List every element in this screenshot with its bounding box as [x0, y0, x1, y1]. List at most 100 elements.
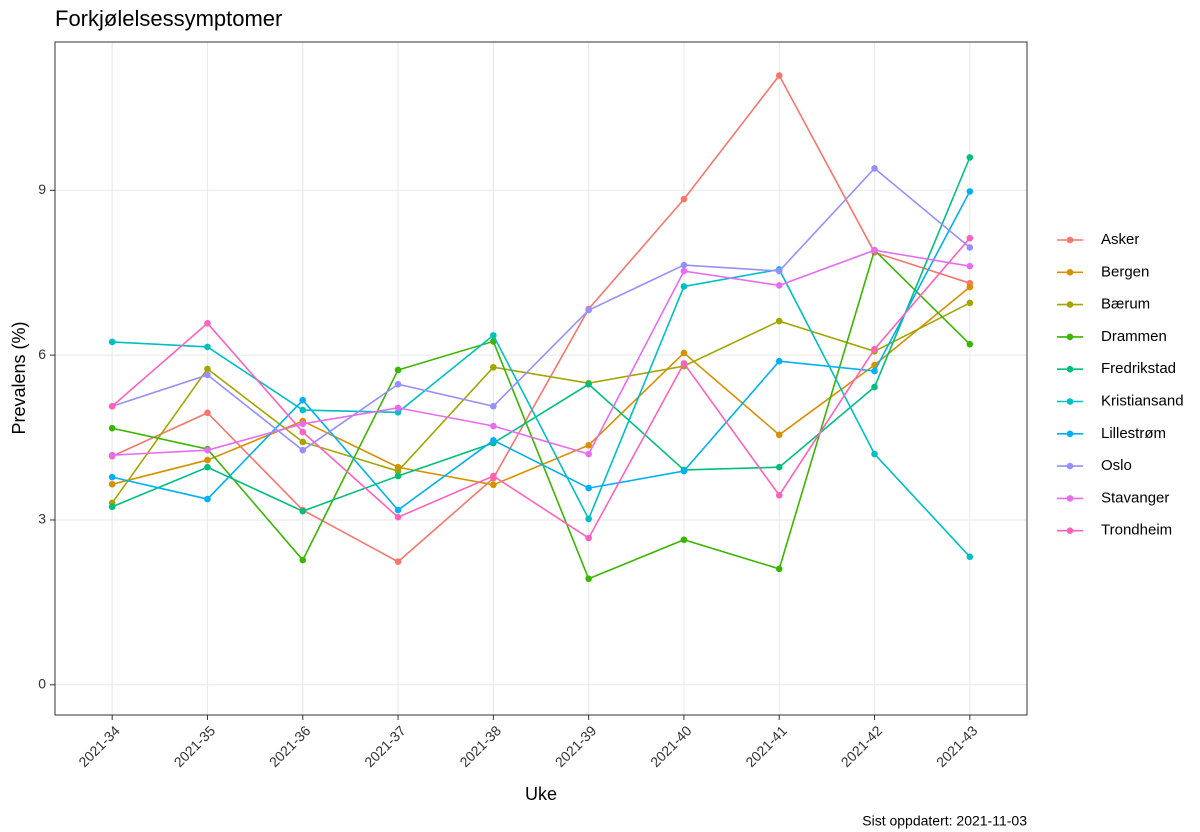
data-point [204, 495, 211, 503]
data-point [775, 357, 783, 365]
legend-label: Stavanger [1101, 489, 1169, 506]
legend-label: Bergen [1101, 263, 1149, 280]
data-point [680, 349, 688, 357]
legend-key-point [1066, 462, 1074, 470]
data-point [871, 383, 878, 391]
data-point [204, 365, 211, 373]
data-point [394, 558, 402, 566]
x-tick-label: 2021-34 [75, 722, 123, 770]
data-point [680, 267, 688, 275]
data-point [871, 165, 878, 172]
data-point [394, 404, 402, 412]
legend-label: Kristiansand [1101, 392, 1184, 409]
series-line [112, 248, 971, 580]
x-tick-label: 2021-37 [361, 722, 409, 770]
data-point [775, 72, 783, 79]
data-point [394, 366, 402, 374]
data-point [394, 467, 402, 475]
data-point [490, 402, 497, 410]
data-point [775, 267, 783, 275]
legend-key-point [1066, 236, 1074, 244]
data-point [108, 473, 116, 481]
legend-label: Bærum [1101, 296, 1150, 313]
chart-title: Forkjølelsessymptomer [55, 6, 282, 31]
data-point [394, 506, 402, 514]
data-point [299, 556, 307, 564]
data-point [585, 306, 592, 314]
legend-key-point [1066, 365, 1074, 373]
data-point [680, 467, 688, 475]
data-point [299, 396, 307, 404]
x-tick-label: 2021-42 [838, 722, 886, 770]
data-point [108, 503, 116, 511]
plot-border [54, 41, 1028, 716]
series-line [111, 167, 971, 452]
data-point [204, 463, 211, 471]
x-tick-label: 2021-39 [552, 722, 600, 770]
data-point [966, 340, 974, 348]
series-line [111, 74, 971, 563]
data-point [204, 446, 211, 454]
data-point [680, 360, 688, 367]
data-point [394, 513, 402, 521]
series-line [112, 249, 970, 456]
data-point [966, 234, 974, 242]
data-point [585, 484, 592, 492]
x-axis-label: Uke [525, 784, 557, 804]
data-point [490, 437, 497, 444]
data-point [871, 367, 878, 375]
data-point [490, 363, 497, 371]
series-line [111, 157, 971, 513]
data-point [585, 534, 592, 542]
legend-key-point [1066, 269, 1074, 276]
legend-label: Lillestrøm [1101, 425, 1166, 442]
data-point [966, 553, 974, 561]
data-point [394, 472, 402, 480]
data-point [204, 409, 211, 417]
data-point [108, 480, 116, 488]
data-point [299, 507, 307, 515]
data-point [680, 261, 688, 269]
data-point [204, 456, 211, 464]
data-point [490, 481, 497, 489]
y-tick-label: 3 [38, 511, 46, 527]
legend-key-point [1066, 333, 1074, 341]
data-point [108, 402, 116, 410]
series-line [111, 237, 971, 540]
x-tick-label: 2021-36 [266, 722, 314, 770]
x-tick-label: 2021-35 [171, 722, 219, 770]
data-point [966, 188, 974, 195]
data-point [299, 446, 307, 454]
data-point [108, 424, 116, 432]
data-point [871, 345, 878, 353]
legend-key-point [1066, 430, 1074, 438]
data-point [966, 262, 974, 270]
legend-key-point [1066, 301, 1074, 308]
data-point [299, 406, 307, 414]
legend-label: Trondheim [1101, 522, 1172, 539]
legend-label: Oslo [1101, 457, 1132, 474]
data-point [585, 450, 592, 458]
data-point [585, 515, 592, 523]
legend-key-point [1066, 495, 1074, 502]
data-point [299, 428, 307, 436]
data-point [680, 536, 688, 544]
data-point [490, 332, 497, 339]
data-point [871, 450, 878, 458]
data-point [966, 283, 974, 291]
data-point [490, 422, 497, 430]
data-point [585, 575, 592, 583]
data-point [204, 343, 211, 351]
series-line [111, 286, 971, 486]
data-point [871, 246, 878, 254]
x-tick-label: 2021-41 [742, 722, 790, 770]
legend-key-point [1066, 527, 1074, 534]
y-axis-label: Prevalens (%) [9, 321, 29, 434]
y-tick-label: 9 [38, 181, 46, 197]
data-point [204, 371, 211, 379]
data-point [299, 420, 307, 428]
series-line [111, 302, 971, 504]
x-tick-label: 2021-40 [647, 722, 695, 770]
data-point [585, 380, 592, 388]
